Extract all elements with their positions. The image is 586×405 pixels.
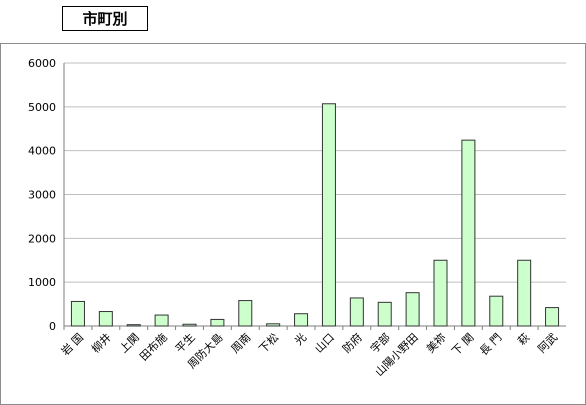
bar [266,323,281,327]
y-tick-label: 4000 [28,145,56,158]
y-tick-label: 5000 [28,101,56,114]
bar [182,323,197,327]
bar [545,307,560,327]
y-tick-label: 1000 [28,276,56,289]
y-tick-label: 0 [49,320,56,333]
x-tick-label: 美祢 [424,331,449,356]
bar [517,259,532,327]
x-tick-label: 長 門 [477,331,504,358]
bar [126,324,141,327]
x-tick-label: 山口 [312,331,337,356]
bar [154,314,169,327]
y-tick-label: 3000 [28,189,56,202]
x-tick-label: 萩 [515,331,532,348]
bar [377,301,392,327]
x-tick-label: 岩 国 [58,330,86,358]
bar [321,103,336,327]
x-tick-label: 下 関 [449,331,476,358]
x-tick-label: 光 [291,330,309,348]
bar [489,295,504,327]
x-tick-label: 宇部 [367,330,392,355]
bar [433,259,448,327]
chart-title: 市町別 [82,10,128,28]
x-tick-label: 柳井 [88,330,113,355]
bar [349,297,364,327]
x-tick-label: 田布施 [137,331,170,364]
x-tick-label: 平生 [172,330,197,355]
bar [238,300,253,327]
bar [294,313,309,327]
chart-title-box: 市町別 [62,6,148,31]
bar [210,318,225,327]
chart-frame [0,43,586,405]
bar [98,311,113,327]
y-tick-label: 6000 [28,57,56,70]
x-tick-label: 防府 [339,330,364,355]
bar [70,300,85,327]
x-tick-label: 阿武 [535,331,560,356]
bar [405,292,420,327]
y-tick-label: 2000 [28,232,56,245]
x-tick-label: 周南 [229,331,254,356]
bar [461,139,476,327]
x-tick-label: 下松 [256,330,281,355]
